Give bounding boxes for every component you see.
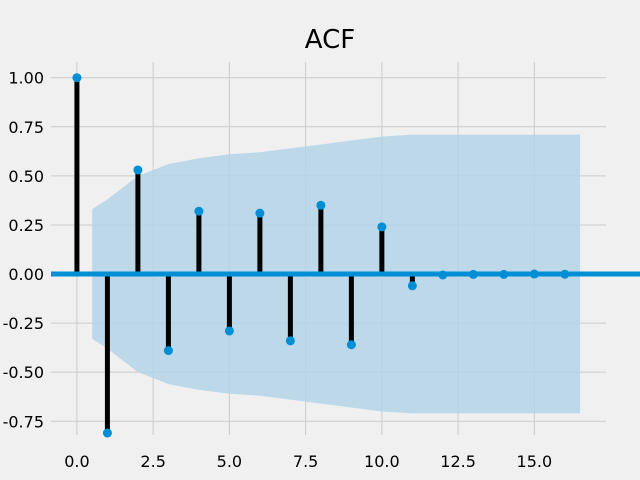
acf-point <box>102 428 112 438</box>
acf-point <box>407 281 417 291</box>
x-tick-label: 0.0 <box>64 452 89 471</box>
acf-point <box>499 269 509 279</box>
acf-point <box>529 269 539 279</box>
y-tick-label: 0.50 <box>8 167 44 186</box>
acf-markers <box>72 73 570 438</box>
acf-point <box>224 326 234 336</box>
y-tick-label: 1.00 <box>8 69 44 88</box>
acf-point <box>346 340 356 350</box>
acf-point <box>194 206 204 216</box>
acf-point <box>72 73 82 83</box>
y-tick-label: 0.75 <box>8 118 44 137</box>
y-tick-label: -0.25 <box>3 314 44 333</box>
y-tick-labels: 1.00 0.75 0.50 0.25 0.00 -0.25 -0.50 -0.75 <box>3 69 44 432</box>
acf-point <box>163 346 173 356</box>
y-tick-label: -0.75 <box>3 412 44 431</box>
x-tick-label: 12.5 <box>440 452 476 471</box>
x-tick-labels: 0.0 2.5 5.0 7.5 10.0 12.5 15.0 <box>64 452 552 471</box>
x-tick-label: 15.0 <box>517 452 553 471</box>
x-tick-label: 2.5 <box>140 452 165 471</box>
acf-point <box>133 165 143 175</box>
x-tick-label: 7.5 <box>293 452 318 471</box>
y-tick-label: 0.25 <box>8 216 44 235</box>
x-tick-label: 5.0 <box>217 452 242 471</box>
stem-lines <box>74 77 568 434</box>
y-tick-label: -0.50 <box>3 363 44 382</box>
acf-point <box>468 269 478 279</box>
acf-point <box>255 208 265 218</box>
acf-point <box>560 269 570 279</box>
acf-point <box>285 336 295 346</box>
x-tick-label: 10.0 <box>364 452 400 471</box>
acf-point <box>438 270 448 280</box>
y-tick-label: 0.00 <box>8 265 44 284</box>
acf-point <box>377 222 387 232</box>
chart-title: ACF <box>305 25 355 55</box>
acf-point <box>316 200 326 210</box>
